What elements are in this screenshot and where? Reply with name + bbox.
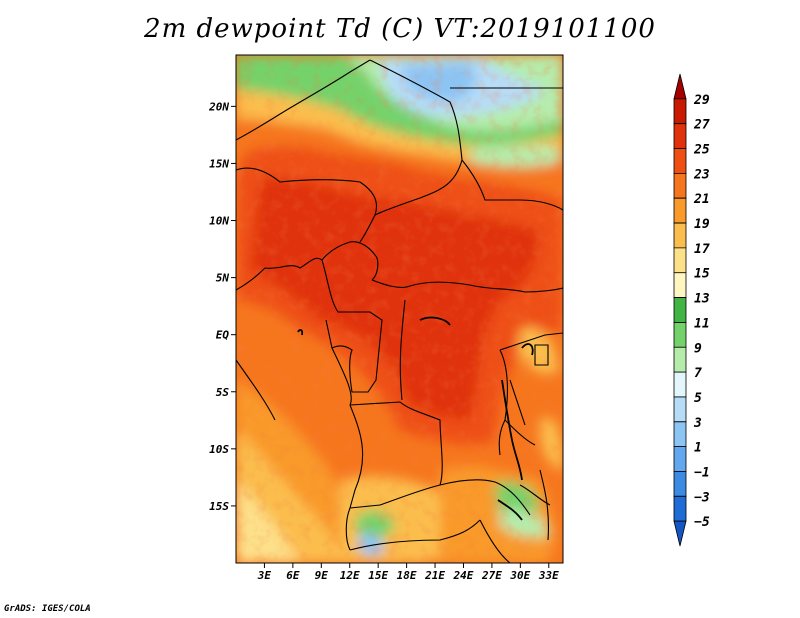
colorbar-label: 1	[694, 441, 702, 456]
colorbar: 29 27 25 23 21 19 17 15 13 11 9 7 5 3 1 −1 −3 −5	[673, 73, 710, 547]
country-borders	[236, 59, 563, 563]
colorbar-swatch	[673, 247, 687, 274]
colorbar-swatch	[673, 421, 687, 448]
colorbar-label: −3	[694, 490, 710, 505]
colorbar-swatch	[673, 73, 687, 100]
lat-tick-label: 5N	[216, 272, 230, 285]
colorbar-label: 5	[694, 391, 702, 406]
colorbar-swatch	[673, 471, 687, 497]
colorbar-swatch	[673, 272, 687, 298]
colorbar-swatch	[673, 98, 687, 125]
colorbar-swatch	[673, 371, 687, 398]
lon-tick-label: 30E	[509, 569, 530, 582]
lon-tick-label: 9E	[315, 569, 329, 582]
colorbar-label: 19	[694, 217, 710, 232]
colorbar-swatch	[673, 172, 687, 199]
map-frame	[235, 54, 564, 564]
lon-tick-label: 6E	[286, 569, 300, 582]
lon-tick-label: 3E	[257, 569, 272, 582]
colorbar-label: 13	[694, 292, 710, 307]
colorbar-label: 27	[693, 118, 710, 133]
colorbar-swatch	[673, 123, 687, 149]
dewpoint-field	[236, 55, 563, 563]
lon-tick-label: 21E	[424, 569, 445, 582]
lat-tick-label: 15N	[209, 157, 229, 170]
colorbar-label: −1	[694, 465, 710, 480]
colorbar-label: 9	[694, 341, 702, 356]
colorbar-swatch	[673, 148, 687, 174]
lon-tick-label: 33E	[538, 569, 559, 582]
colorbar-swatch	[673, 346, 687, 373]
colorbar-swatch	[673, 495, 687, 522]
lat-tick-label: 15S	[209, 500, 229, 513]
colorbar-label: 15	[694, 267, 710, 282]
lon-tick-label: 24E	[453, 569, 474, 582]
lon-tick-label: 18E	[397, 569, 417, 582]
colorbar-swatch	[673, 396, 687, 423]
colorbar-label: 17	[694, 242, 710, 257]
colorbar-swatch	[673, 446, 687, 472]
colorbar-label: 25	[693, 143, 710, 158]
lat-tick-label: 20N	[208, 100, 229, 113]
colorbar-swatch	[673, 520, 687, 547]
credit-label: GrADS: IGES/COLA	[4, 604, 91, 614]
lat-tick-label: 5S	[216, 386, 230, 399]
lakes	[297, 316, 534, 521]
colorbar-label: 3	[693, 416, 702, 431]
colorbar-swatch	[673, 322, 687, 348]
lon-tick-label: 15E	[368, 569, 388, 582]
colorbar-swatch	[673, 197, 687, 224]
colorbar-swatch	[673, 297, 687, 323]
lon-tick-label: 12E	[340, 569, 360, 582]
map-title: 2m dewpoint Td (C) VT:2019101100	[144, 14, 656, 44]
lat-tick-label: EQ	[216, 329, 230, 342]
colorbar-label: −5	[694, 515, 710, 530]
lat-tick-label: 10S	[209, 443, 229, 456]
colorbar-label: 29	[693, 93, 710, 108]
colorbar-label: 23	[693, 167, 710, 182]
colorbar-swatch	[673, 222, 687, 249]
latitude-axis: 20N 15N 10N 5N EQ 5S 10S 15S	[208, 100, 236, 513]
colorbar-label: 7	[694, 366, 702, 381]
lon-tick-label: 27E	[481, 569, 502, 582]
colorbar-label: 21	[693, 192, 710, 207]
longitude-axis: 3E 6E 9E 12E 15E 18E 21E 24E 27E 30E 33E	[257, 563, 559, 582]
lat-tick-label: 10N	[209, 215, 229, 228]
colorbar-label: 11	[694, 316, 710, 331]
